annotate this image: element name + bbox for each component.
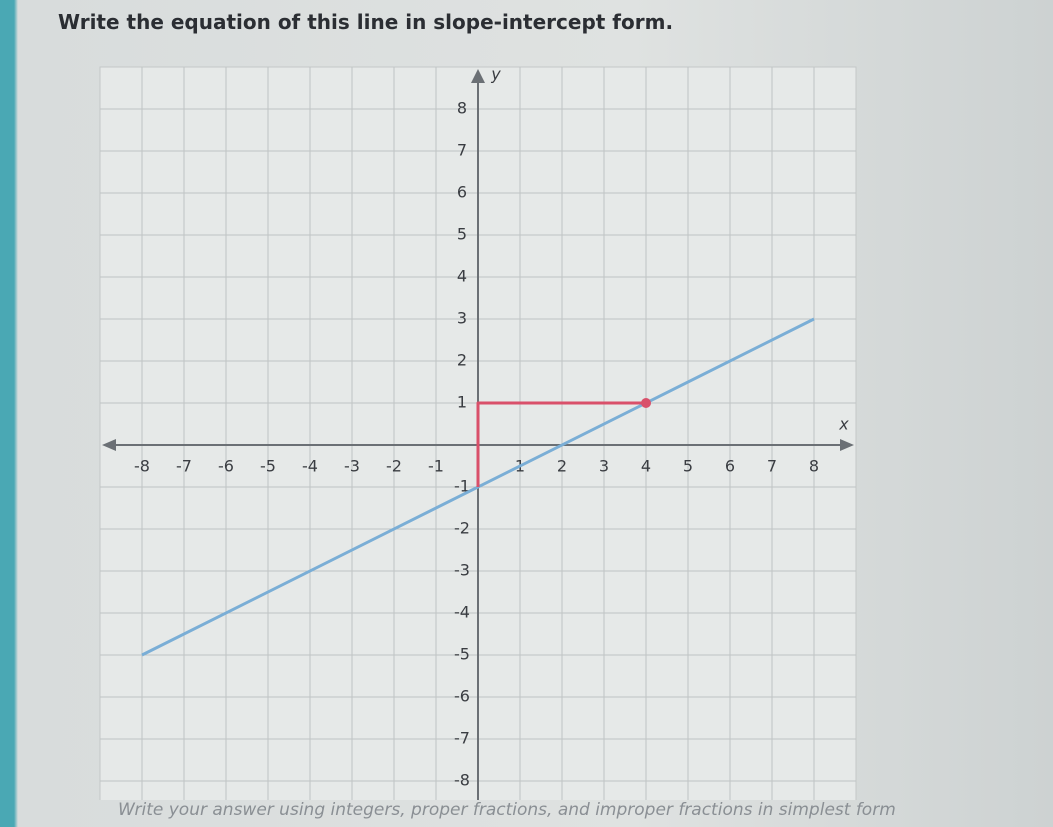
x-tick-label: -7 [176,457,192,476]
x-tick-label: 2 [557,457,567,476]
y-tick-label: 2 [457,351,467,370]
y-tick-label: -5 [454,645,470,664]
y-tick-label: -2 [454,519,470,538]
y-tick-label: 4 [457,267,467,286]
instructions: Write your answer using integers, proper… [118,800,896,820]
x-tick-label: -8 [134,457,150,476]
y-tick-label: -7 [454,729,470,748]
x-tick-label: -2 [386,457,402,476]
arrow [102,439,116,451]
x-tick-label: -3 [344,457,360,476]
x-tick-label: -5 [260,457,276,476]
question: Write the equation of this line in slope… [58,10,674,34]
x-tick-label: 6 [725,457,735,476]
x-axis-label: x [838,415,849,434]
x-tick-label: 5 [683,457,693,476]
y-tick-label: -3 [454,561,470,580]
y-tick-label: 8 [457,99,467,118]
y-tick-label: -8 [454,771,470,790]
y-tick-label: 7 [457,141,467,160]
x-tick-label: 7 [767,457,777,476]
x-tick-label: -6 [218,457,234,476]
y-tick-label: -6 [454,687,470,706]
y-tick-label: 1 [457,393,467,412]
y-tick-label: -4 [454,603,470,622]
y-tick-label: 6 [457,183,467,202]
x-tick-label: 3 [599,457,609,476]
graph: x y -8 -7 -6 -5 -4 -3 -2 -1 1 2 3 4 5 6 7 8 -8 -7 -6 -5 -4 -3 -2… [99,65,857,800]
y-axis-label: y [490,65,501,84]
y-tick-label: 5 [457,225,467,244]
arrow [840,439,854,451]
y-tick-label: 3 [457,309,467,328]
x-tick-label: -4 [302,457,318,476]
arrow [471,69,485,83]
annotation-point [641,398,651,408]
x-tick-label: 8 [809,457,819,476]
annotation [476,401,646,487]
x-tick-label: 4 [641,457,651,476]
x-tick-label: -1 [428,457,444,476]
y-tick-label: -1 [454,477,470,496]
